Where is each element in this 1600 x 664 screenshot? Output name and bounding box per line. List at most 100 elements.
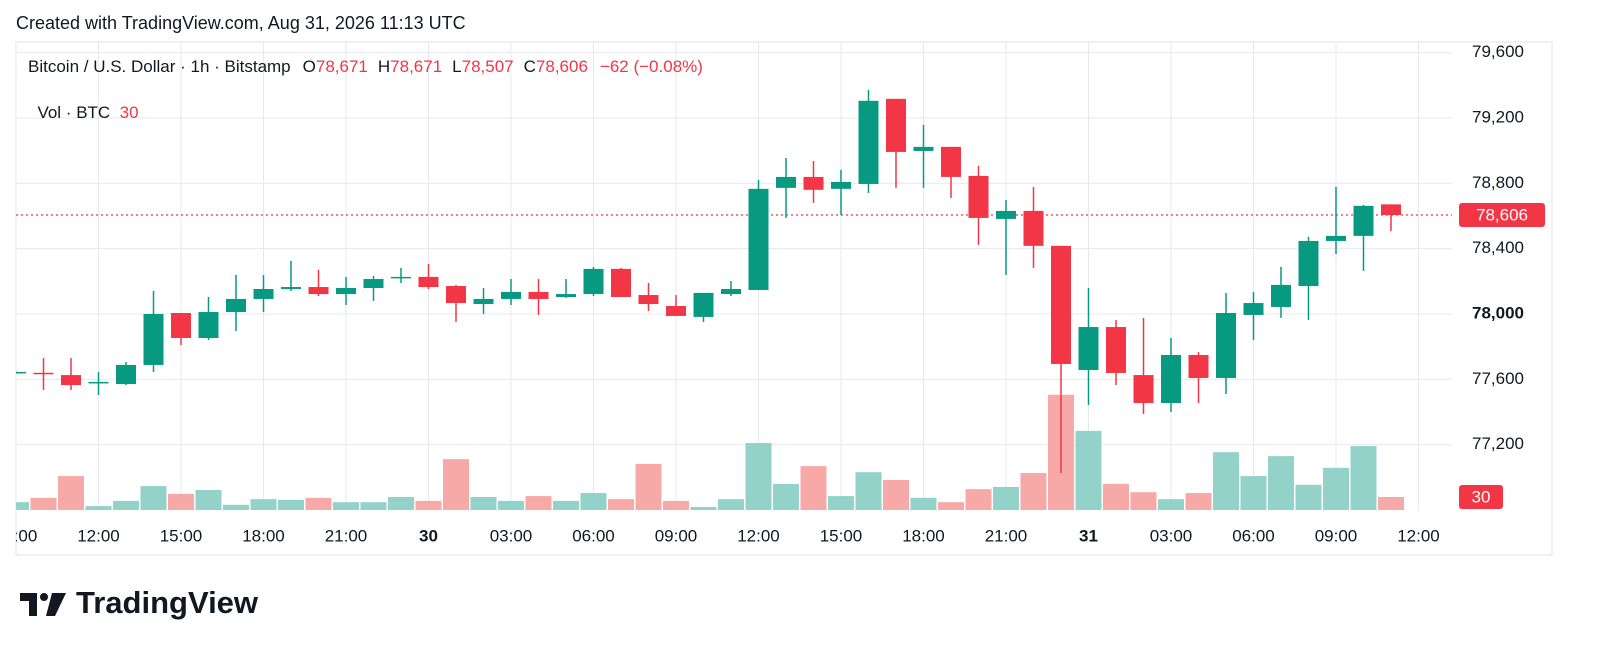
x-tick-label: 06:00 [1232, 526, 1275, 545]
candle-body [528, 291, 549, 299]
chart-frame [15, 41, 1553, 556]
candle-body [1078, 327, 1099, 371]
y-tick-label: 79,200 [1472, 107, 1524, 126]
candle-body [1106, 327, 1126, 373]
volume-bar [1130, 492, 1157, 510]
candle-body [1353, 205, 1374, 236]
x-tick-label: 03:00 [490, 526, 533, 545]
volume-bar [168, 493, 194, 510]
volume-bar [1378, 496, 1404, 510]
candle-body [363, 279, 384, 289]
x-tick-label: 12:00 [77, 526, 120, 545]
candle-body [116, 364, 136, 385]
volume-bar [250, 499, 277, 510]
candle-body [253, 288, 274, 299]
ohlc-key: O [302, 57, 316, 76]
volume-bar [223, 504, 249, 510]
x-tick-label: 31 [1079, 526, 1098, 545]
y-tick-label: 78,800 [1472, 173, 1524, 192]
volume-bar [305, 497, 332, 510]
candle-body [638, 295, 659, 305]
logo-mark [20, 593, 37, 616]
candle-body [666, 305, 686, 316]
x-tick-label: 09:00 [0, 526, 37, 545]
volume-bar [1213, 452, 1239, 510]
candle-body [33, 372, 54, 375]
candle-body [1133, 375, 1154, 404]
volume-bar [1295, 484, 1322, 510]
volume-bar [1350, 446, 1377, 510]
y-tick-label: 77,200 [1472, 434, 1524, 453]
x-tick-label: 18:00 [902, 526, 945, 545]
x-tick-label: 30 [419, 526, 438, 545]
x-tick-label: 21:00 [985, 526, 1028, 545]
volume-bar [58, 476, 84, 510]
candle-body [336, 288, 356, 295]
volume-bar [498, 500, 524, 510]
volume-bar [553, 500, 579, 510]
ohlc-value: 78,507 [461, 57, 514, 76]
volume-pane [16, 394, 1404, 510]
candle-body [1381, 204, 1401, 215]
volume-label-bg [1459, 484, 1503, 509]
caption: Created with TradingView.com, Aug 31, 20… [16, 13, 466, 33]
candle-body [226, 298, 246, 313]
volume-bar [718, 499, 744, 510]
candle-body [61, 375, 81, 386]
candle-body [1188, 354, 1209, 379]
x-tick-label: 09:00 [655, 526, 698, 545]
logo-mark [46, 593, 66, 616]
volume-bar [828, 496, 854, 510]
symbol-title: Bitcoin / U.S. Dollar · 1h · Bitstamp [28, 57, 291, 76]
volume-bar [580, 493, 607, 510]
x-tick-label: 15:00 [160, 526, 203, 545]
candle-body [748, 188, 769, 290]
volume-bar [1020, 473, 1047, 510]
candle-body [308, 287, 329, 295]
volume-bar [388, 496, 414, 510]
volume-bar [443, 459, 469, 510]
volume-bar [140, 486, 167, 510]
change: −62 (−0.08%) [599, 57, 703, 76]
candles [16, 89, 1401, 474]
volume-bar [608, 499, 634, 510]
volume-bar [663, 500, 689, 510]
ohlc-key: H [377, 57, 391, 76]
candle-body [803, 176, 824, 190]
candle-body [693, 292, 714, 317]
volume-bar [800, 466, 827, 510]
brand-logo [20, 593, 66, 616]
brand: TradingView [76, 585, 259, 620]
volume-bar [1103, 483, 1129, 510]
volume-bar [415, 500, 442, 510]
x-tick-label: 09:00 [1315, 526, 1358, 545]
x-tick-label: 15:00 [820, 526, 863, 545]
price-label-bg [1459, 202, 1545, 227]
volume-title: Vol · BTC [37, 103, 111, 122]
candle-body [583, 268, 604, 295]
candle-body [1243, 303, 1264, 315]
x-axis: 09:00 12:00 15:00 18:00 21:00 30 03:00 06:00 09:… [0, 526, 1440, 545]
volume-bar [470, 496, 497, 510]
candle-body [721, 288, 741, 295]
candle-body [418, 276, 439, 288]
volume-bar [883, 480, 909, 510]
volume-bar [635, 463, 662, 510]
candle-body [1271, 284, 1291, 307]
x-tick-label: 03:00 [1150, 526, 1193, 545]
x-tick-label: 12:00 [737, 526, 780, 545]
price-label: 78,606 [1476, 205, 1528, 224]
candle-body [1298, 240, 1319, 287]
volume-bar [1158, 499, 1184, 510]
candle-body [1161, 354, 1181, 404]
volume-bar [1268, 456, 1294, 510]
candle-body [88, 381, 109, 384]
ohlc-value: 78,671 [315, 57, 368, 76]
y-tick-label: 78,400 [1472, 238, 1524, 257]
y-tick-label: 78,000 [1472, 303, 1524, 322]
ohlc-legend: Bitcoin / U.S. Dollar · 1h · Bitstamp O78… [28, 57, 703, 77]
candle-body [831, 181, 851, 189]
grid [16, 42, 1452, 510]
volume-bar [360, 502, 387, 510]
